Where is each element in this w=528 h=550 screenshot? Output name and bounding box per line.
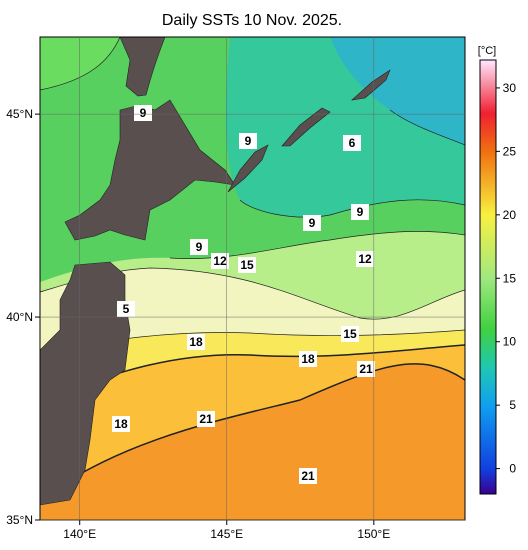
contour-label-bg [117, 301, 135, 317]
contour-label-bg [299, 468, 317, 484]
contour-label-bg [343, 135, 361, 151]
contour-label-bg [187, 334, 205, 350]
contour-label-bg [351, 204, 369, 220]
title: Daily SSTs 10 Nov. 2025. [162, 12, 342, 29]
contour-label-bg [190, 239, 208, 255]
contour-label-bg [134, 105, 152, 121]
x-tick-label: 150°E [357, 527, 390, 541]
contour-labels: 9 9 6 9 9 9 12 15 12 5 15 18 18 21 18 21 21 [112, 105, 375, 484]
colorbar-tick-label: 15 [503, 271, 517, 285]
contour-label: 18 [189, 335, 203, 349]
contour-label: 9 [309, 216, 316, 230]
contour-label-bg [341, 326, 359, 342]
contour-label: 21 [359, 362, 373, 376]
colorbar [479, 59, 497, 495]
colorbar-tick-label: 5 [509, 398, 516, 412]
contour-label: 9 [140, 106, 147, 120]
contour-label-bg [211, 253, 229, 269]
contour-label-bg [197, 411, 215, 427]
x-tick-label: 145°E [210, 527, 243, 541]
contour-label: 12 [358, 252, 372, 266]
contour-label: 15 [343, 327, 357, 341]
contour-label: 21 [199, 412, 213, 426]
contour-label-bg [239, 133, 257, 149]
contour-label-bg [299, 351, 317, 367]
contour-label: 12 [213, 254, 227, 268]
contour-label-bg [238, 257, 256, 273]
y-tick-label: 35°N [6, 513, 33, 527]
contour-label: 21 [301, 469, 315, 483]
colorbar-tick-label: 0 [509, 462, 516, 476]
y-tick-label: 40°N [6, 310, 33, 324]
contour-label: 15 [240, 258, 254, 272]
contour-label: 9 [245, 134, 252, 148]
contour-label-bg [357, 361, 375, 377]
contour-label: 18 [301, 352, 315, 366]
colorbar-tick-label: 25 [503, 144, 517, 158]
contour-label: 5 [123, 302, 130, 316]
contour-label-bg [303, 215, 321, 231]
colorbar-tick-label: 20 [503, 208, 517, 222]
colorbar-tick-label: 10 [503, 335, 517, 349]
contour-label: 6 [349, 136, 356, 150]
colorbar-tick-label: 30 [503, 81, 517, 95]
contour-label: 9 [196, 240, 203, 254]
y-tick-label: 45°N [6, 107, 33, 121]
contour-label-bg [112, 416, 130, 432]
contour-label: 18 [114, 417, 128, 431]
contour-label: 9 [357, 205, 364, 219]
contour-label-bg [356, 251, 374, 267]
x-tick-label: 140°E [63, 527, 96, 541]
colorbar-unit: [°C] [478, 45, 496, 57]
sst-field [40, 37, 465, 520]
